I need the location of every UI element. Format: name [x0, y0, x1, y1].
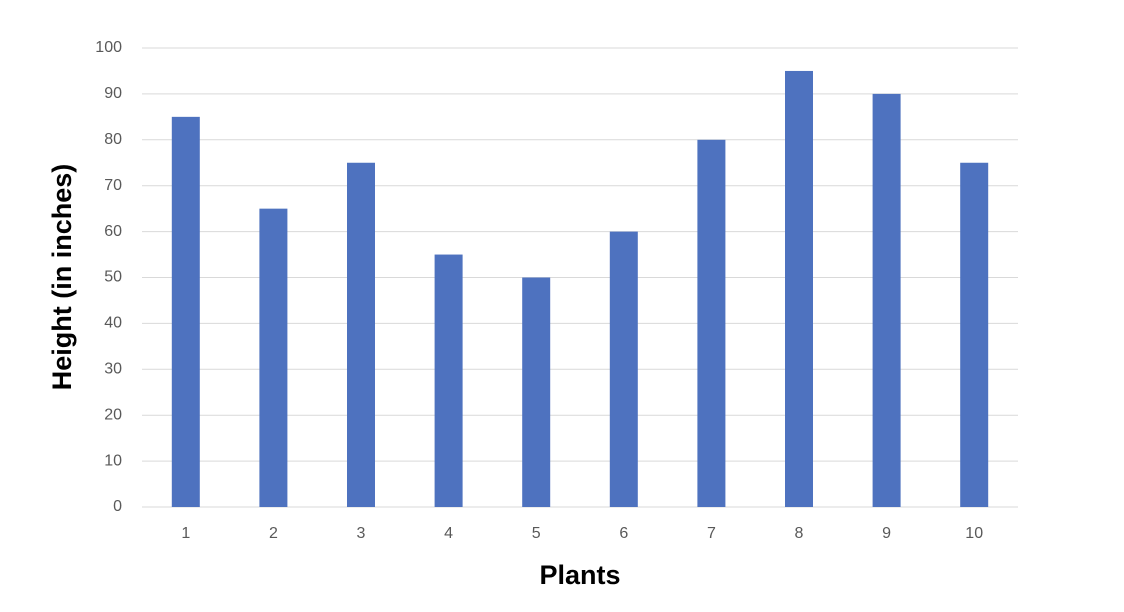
x-tick-label: 10: [965, 525, 983, 542]
y-tick-label: 30: [104, 361, 122, 378]
x-tick-label: 8: [795, 525, 804, 542]
x-tick-label: 3: [357, 525, 366, 542]
bar: [785, 70, 813, 507]
bar: [171, 116, 200, 507]
x-tick-label: 7: [707, 525, 716, 542]
x-tick-label: 5: [532, 525, 541, 542]
bar: [872, 93, 901, 508]
bar: [259, 208, 288, 507]
y-tick-label: 50: [104, 269, 122, 286]
x-tick-label: 2: [269, 525, 278, 542]
bar: [434, 254, 463, 507]
x-tick-label: 1: [181, 525, 190, 542]
y-tick-label: 70: [104, 177, 122, 194]
bar: [697, 139, 726, 508]
bar: [960, 162, 989, 507]
y-tick-label: 80: [104, 131, 122, 148]
y-tick-label: 20: [104, 406, 122, 423]
y-tick-label: 60: [104, 223, 122, 240]
x-tick-label: 6: [619, 525, 628, 542]
y-tick-label: 10: [104, 452, 122, 469]
y-axis-title: Height (in inches): [47, 164, 77, 391]
bar: [609, 231, 638, 507]
bar: [522, 277, 551, 507]
x-tick-label: 9: [882, 525, 891, 542]
x-axis-title: Plants: [539, 560, 620, 590]
y-tick-label: 40: [104, 315, 122, 332]
y-tick-label: 0: [113, 498, 122, 515]
y-tick-label: 100: [95, 39, 122, 56]
y-tick-label: 90: [104, 85, 122, 102]
bar: [347, 162, 375, 507]
x-tick-label: 4: [444, 525, 453, 542]
